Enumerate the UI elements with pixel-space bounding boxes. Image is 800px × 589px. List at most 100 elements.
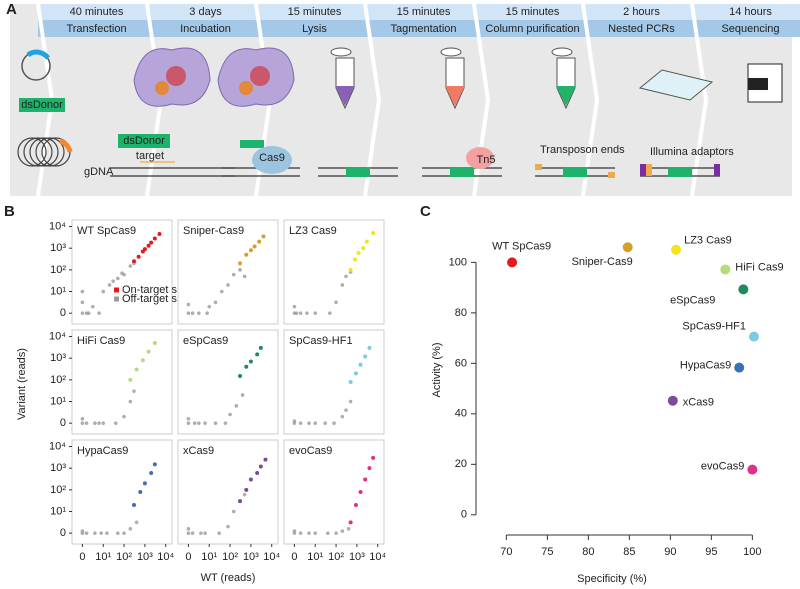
off-target-point <box>313 531 318 535</box>
off-target-point <box>93 531 97 535</box>
x-tick-label: 0 <box>291 551 297 563</box>
on-target-point <box>128 377 133 382</box>
on-target-point <box>261 234 266 239</box>
off-target-point <box>122 272 126 277</box>
time-bar <box>583 4 692 20</box>
off-target-point <box>226 524 230 529</box>
step-time: 15 minutes <box>397 6 451 18</box>
off-target-point <box>298 311 303 315</box>
legend-label: Off-target sites <box>122 293 194 305</box>
step-bar <box>583 20 692 37</box>
point <box>738 284 749 295</box>
subplot-frame <box>283 329 385 435</box>
donor-insert <box>240 140 264 148</box>
x-tick-label: 80 <box>582 546 594 558</box>
on-target-point <box>371 455 376 460</box>
off-target-point <box>199 531 203 535</box>
chevron <box>363 3 382 197</box>
step-time: 3 days <box>189 6 222 18</box>
off-target-point <box>197 311 201 315</box>
off-target-point <box>292 304 297 309</box>
adaptor-label: Illumina adaptors <box>650 146 734 158</box>
x-tick-label: 75 <box>541 546 553 558</box>
y-tick-label: 40 <box>455 408 467 420</box>
on-target-point <box>244 252 249 257</box>
point-label: WT SpCas9 <box>492 240 551 252</box>
adaptor <box>714 164 720 176</box>
subplot-title: HiFi Cas9 <box>77 335 125 347</box>
x-tick-label: 10⁴ <box>263 551 280 563</box>
time-bar <box>365 4 474 20</box>
off-target-point <box>340 283 345 287</box>
off-target-point <box>80 417 85 421</box>
step-name: Tagmentation <box>390 23 456 35</box>
off-target-point <box>292 529 297 533</box>
y-tick-label: 10² <box>50 484 66 496</box>
on-target-point <box>358 489 363 494</box>
tn5-blob <box>466 147 494 169</box>
x-tick-label: 10³ <box>349 551 365 563</box>
sequencer-panel <box>748 78 768 90</box>
on-target-point <box>140 358 145 363</box>
time-bar <box>692 4 800 20</box>
donor-insert <box>346 167 370 177</box>
off-target-point <box>323 421 327 425</box>
x-tick-label: 10² <box>116 551 132 563</box>
step-bar <box>147 20 256 37</box>
on-target-point <box>257 239 262 244</box>
on-target-point <box>248 477 253 482</box>
off-target-point <box>203 531 207 535</box>
on-target-point <box>252 244 257 249</box>
on-target-point <box>363 477 368 482</box>
off-target-point <box>334 300 338 305</box>
off-target-point <box>213 421 218 425</box>
on-target-point <box>352 257 357 262</box>
off-target-point <box>226 283 230 287</box>
donor-insert <box>450 167 474 177</box>
dsdonor-box <box>118 134 170 148</box>
step-bar <box>256 20 365 37</box>
point <box>720 264 731 275</box>
time-bar <box>256 4 365 20</box>
point-label: HiFi Cas9 <box>735 261 783 273</box>
donor-insert <box>668 167 692 177</box>
subplot-title: HypaCas9 <box>77 445 128 457</box>
y-tick-label: 10¹ <box>50 505 66 517</box>
on-target-point <box>248 248 253 253</box>
transposon-label: Transposon ends <box>540 144 625 156</box>
subplot-frame <box>177 219 279 325</box>
step-time: 15 minutes <box>288 6 342 18</box>
off-target-point <box>238 268 242 272</box>
off-target-point <box>128 399 133 404</box>
off-target-point <box>332 421 336 425</box>
off-target-point <box>128 527 133 531</box>
on-target-point <box>248 359 253 364</box>
on-target-point <box>132 259 137 264</box>
step-name: Sequencing <box>721 23 779 35</box>
transposon-end <box>608 172 615 178</box>
time-bar <box>147 4 256 20</box>
off-target-point <box>242 492 247 497</box>
x-tick-label: 0 <box>79 551 85 563</box>
plate <box>638 69 714 101</box>
subplot-title: eSpCas9 <box>183 335 228 347</box>
off-target-point <box>340 414 345 419</box>
off-target-point <box>307 531 311 535</box>
gdna-label: gDNA <box>84 166 114 178</box>
off-target-point <box>122 414 126 419</box>
on-target-point <box>348 520 353 525</box>
subplot-title: WT SpCas9 <box>77 225 136 237</box>
off-target-point <box>101 289 106 294</box>
step-time: 2 hours <box>623 6 660 18</box>
on-target-point <box>255 470 260 475</box>
on-target-point <box>132 502 137 507</box>
off-target-point <box>223 421 228 425</box>
on-target-point <box>244 487 249 492</box>
off-target-point <box>80 529 85 533</box>
on-target-point <box>263 457 268 462</box>
cas9-blob <box>252 146 292 174</box>
step-bar <box>474 20 583 37</box>
step-name: Lysis <box>302 23 327 35</box>
on-target-point <box>146 243 151 248</box>
